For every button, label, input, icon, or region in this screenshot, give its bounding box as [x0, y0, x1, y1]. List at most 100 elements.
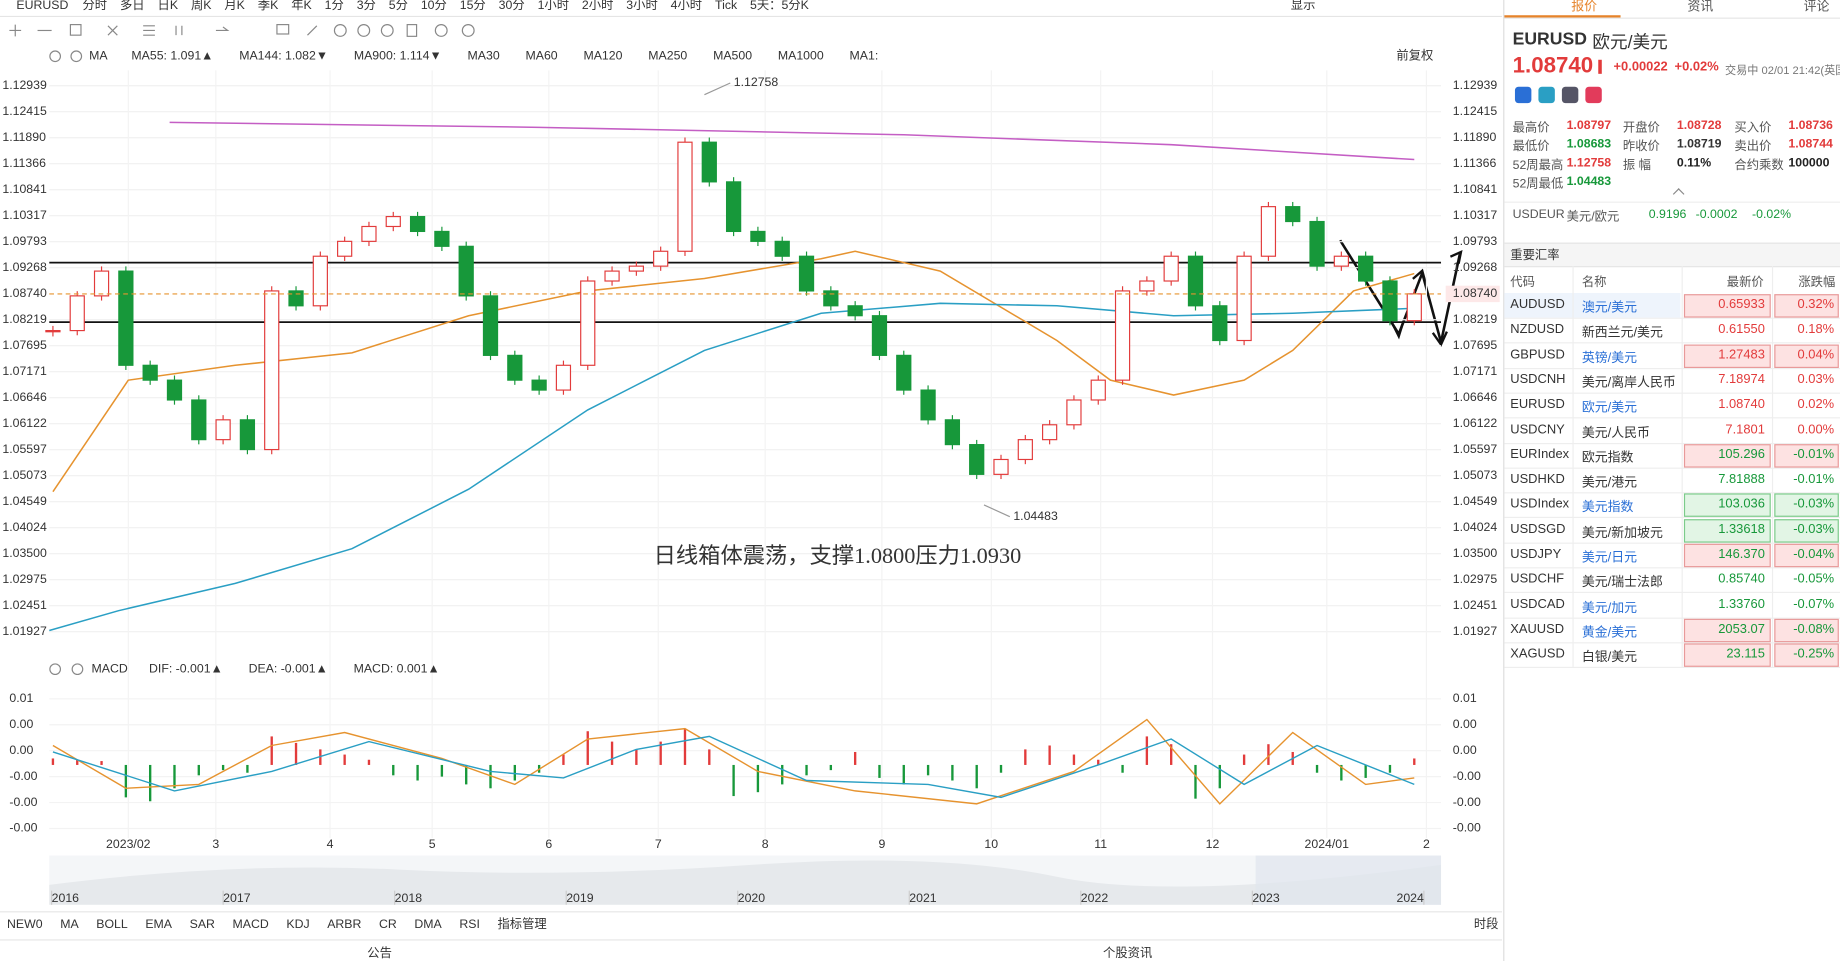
- rate-name[interactable]: 新西兰元/美元: [1581, 326, 1663, 341]
- period-tab[interactable]: 多日: [120, 0, 145, 12]
- period-tab[interactable]: 30分: [499, 0, 525, 12]
- x-tick-label: 11: [1094, 837, 1107, 851]
- y-tick-label: 1.09793: [1453, 234, 1498, 248]
- indicator-tab[interactable]: ARBR: [327, 917, 361, 931]
- period-tab[interactable]: 周K: [191, 0, 212, 12]
- stat-value: 1.12758: [1566, 155, 1612, 170]
- rate-name[interactable]: 美元/加元: [1581, 600, 1638, 615]
- panel-tab[interactable]: 评论: [1803, 0, 1830, 15]
- indicator-tab[interactable]: MA: [60, 917, 79, 931]
- macd-tick-label: -0.00: [1453, 795, 1481, 809]
- rate-name[interactable]: 欧元/美元: [1581, 401, 1638, 416]
- collapse-caret[interactable]: [1672, 188, 1685, 200]
- indicator-tab[interactable]: DMA: [414, 917, 442, 931]
- row-line: [1504, 392, 1840, 394]
- rate-code[interactable]: AUDUSD: [1510, 297, 1565, 312]
- period-tab[interactable]: Tick: [715, 0, 738, 12]
- rate-name[interactable]: 美元/新加坡元: [1581, 525, 1663, 540]
- rate-code[interactable]: NZDUSD: [1510, 322, 1565, 337]
- rate-code[interactable]: USDCAD: [1510, 597, 1565, 612]
- rate-code[interactable]: GBPUSD: [1510, 347, 1565, 362]
- rate-code[interactable]: USDSGD: [1510, 522, 1566, 537]
- indicator-tab[interactable]: KDJ: [286, 917, 309, 931]
- rate-name[interactable]: 黄金/美元: [1581, 625, 1638, 640]
- icon[interactable]: [1538, 86, 1555, 104]
- period-tab[interactable]: 季K: [258, 0, 279, 12]
- rate-code[interactable]: XAGUSD: [1510, 647, 1565, 662]
- period-tab[interactable]: 15分: [460, 0, 486, 12]
- y-tick-label: 1.05073: [2, 468, 47, 482]
- indicator-tab[interactable]: CR: [379, 917, 397, 931]
- navigator-window[interactable]: [1255, 855, 1442, 905]
- period-tab[interactable]: 5分: [389, 0, 408, 12]
- x-tick-label: 4: [327, 837, 334, 851]
- annotation-leader: [704, 82, 731, 96]
- y-tick-label: 1.12939: [1453, 78, 1498, 92]
- period-tab[interactable]: 3小时: [626, 0, 657, 12]
- period-tab[interactable]: 3分: [357, 0, 376, 12]
- rate-code[interactable]: USDJPY: [1510, 547, 1562, 562]
- macd-bar: [1267, 744, 1270, 765]
- quote-price: 1.08740: [1512, 53, 1594, 79]
- rate-name[interactable]: 白银/美元: [1581, 650, 1638, 665]
- period-tab[interactable]: 4小时: [671, 0, 702, 12]
- bottom-tab[interactable]: 个股资讯: [1103, 946, 1152, 960]
- rate-code[interactable]: USDCNH: [1510, 372, 1566, 387]
- stat-label: 最高价: [1512, 120, 1550, 135]
- background: [0, 0, 1502, 961]
- rate-name[interactable]: 美元/港元: [1581, 475, 1638, 490]
- rate-price: 23.115: [1726, 647, 1765, 662]
- rate-name[interactable]: 英镑/美元: [1581, 351, 1638, 366]
- rate-name[interactable]: 澳元/美元: [1581, 301, 1638, 316]
- period-tab[interactable]: 分时: [82, 0, 107, 12]
- indicator-tab[interactable]: EMA: [145, 917, 172, 931]
- stat-value: 100000: [1788, 155, 1830, 170]
- period-button[interactable]: 时段: [1474, 916, 1499, 931]
- panel-tab[interactable]: 报价: [1571, 0, 1598, 15]
- indicator-tab[interactable]: NEW0: [7, 917, 43, 931]
- rate-code[interactable]: EURUSD: [1510, 397, 1565, 412]
- period-tab[interactable]: 2小时: [582, 0, 613, 12]
- y-tick-label: 1.04024: [1453, 520, 1498, 534]
- indicator-tab[interactable]: RSI: [459, 917, 480, 931]
- rate-name[interactable]: 美元/瑞士法郎: [1581, 575, 1663, 590]
- ma-legend-item: MA900: 1.114▼: [354, 49, 442, 63]
- rate-name[interactable]: 美元/人民币: [1581, 426, 1650, 441]
- period-tab[interactable]: 1分: [325, 0, 344, 12]
- indicator-tab[interactable]: SAR: [190, 917, 215, 931]
- rate-name[interactable]: 美元/离岸人民币: [1581, 376, 1676, 391]
- icon[interactable]: [1514, 86, 1532, 104]
- rate-code[interactable]: EURIndex: [1510, 447, 1570, 462]
- panel-tab[interactable]: 资讯: [1687, 0, 1714, 15]
- candle: [1139, 280, 1155, 292]
- rate-name[interactable]: 欧元指数: [1581, 450, 1634, 466]
- indicator-tab[interactable]: BOLL: [96, 917, 128, 931]
- icon[interactable]: [1585, 86, 1602, 104]
- rate-code[interactable]: USDCHF: [1510, 572, 1565, 587]
- rate-code[interactable]: USDHKD: [1510, 472, 1565, 487]
- rate-pct: -0.05%: [1793, 572, 1835, 587]
- indicator-tab[interactable]: MACD: [233, 917, 269, 931]
- price-flash: [1683, 443, 1771, 468]
- period-tab[interactable]: 1小时: [538, 0, 569, 12]
- period-tab[interactable]: 年K: [291, 0, 312, 12]
- symbol[interactable]: EURUSD: [16, 0, 68, 12]
- adjust-button[interactable]: 前复权: [1396, 48, 1433, 63]
- y-tick-label: 1.08219: [2, 312, 47, 326]
- display-menu[interactable]: 显示: [1291, 0, 1316, 12]
- period-tab[interactable]: 5天：5分K: [750, 0, 810, 12]
- rate-code[interactable]: USDCNY: [1510, 422, 1565, 437]
- rate-code[interactable]: XAUUSD: [1510, 622, 1565, 637]
- bottom-tab[interactable]: 公告: [367, 946, 392, 960]
- icon[interactable]: [1561, 86, 1579, 104]
- period-tab[interactable]: 日K: [158, 0, 179, 12]
- macd-bar: [805, 764, 808, 776]
- row-line: [1504, 517, 1840, 519]
- period-tab[interactable]: 10分: [421, 0, 447, 12]
- indicator-manage[interactable]: 指标管理: [497, 916, 546, 931]
- rate-code[interactable]: USDIndex: [1510, 497, 1570, 512]
- rate-name[interactable]: 美元/日元: [1581, 550, 1638, 565]
- period-tab[interactable]: 月K: [224, 0, 245, 12]
- rate-name[interactable]: 美元指数: [1581, 500, 1634, 515]
- arrow-heads: [1390, 249, 1463, 347]
